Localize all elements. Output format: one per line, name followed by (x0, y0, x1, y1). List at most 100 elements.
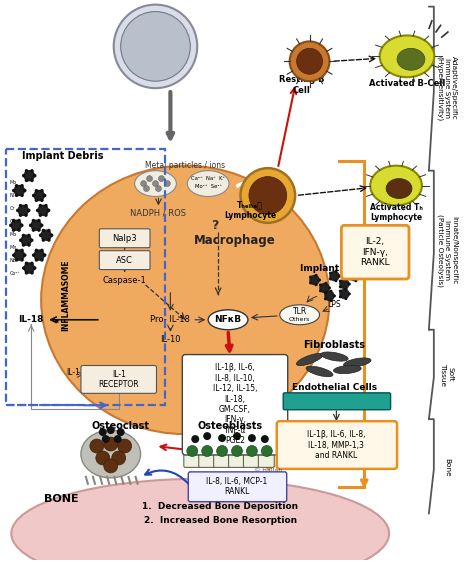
Circle shape (43, 194, 46, 197)
Circle shape (24, 214, 28, 217)
Circle shape (114, 4, 197, 88)
Circle shape (104, 459, 118, 473)
Circle shape (345, 278, 347, 281)
Circle shape (12, 228, 15, 232)
Circle shape (324, 292, 327, 294)
Ellipse shape (344, 358, 371, 367)
Text: Metal particles / ions: Metal particles / ions (145, 161, 225, 170)
Circle shape (32, 219, 35, 223)
Circle shape (339, 289, 349, 299)
Ellipse shape (240, 168, 295, 223)
Circle shape (231, 446, 243, 456)
Text: IL-8, IL-6, MCP-1
RANKL: IL-8, IL-6, MCP-1 RANKL (206, 477, 268, 496)
Ellipse shape (249, 176, 287, 214)
Circle shape (25, 271, 28, 275)
Circle shape (35, 258, 38, 262)
Circle shape (32, 194, 36, 197)
Ellipse shape (321, 352, 348, 361)
Circle shape (47, 209, 50, 212)
Text: TLR: TLR (292, 307, 307, 316)
Circle shape (146, 175, 153, 182)
Circle shape (112, 451, 126, 465)
Ellipse shape (41, 166, 329, 434)
Circle shape (329, 271, 332, 275)
FancyBboxPatch shape (258, 442, 274, 468)
Circle shape (19, 204, 22, 207)
Ellipse shape (334, 365, 361, 374)
Circle shape (14, 185, 25, 196)
Text: Mn: Mn (9, 244, 17, 250)
Circle shape (12, 253, 16, 257)
Text: Nb: Nb (9, 257, 16, 262)
Circle shape (218, 434, 226, 442)
Circle shape (25, 169, 28, 173)
Circle shape (24, 204, 28, 207)
Circle shape (309, 275, 312, 279)
Circle shape (333, 294, 336, 297)
Circle shape (25, 179, 28, 182)
FancyBboxPatch shape (100, 251, 150, 270)
Circle shape (315, 274, 318, 277)
Circle shape (37, 205, 49, 216)
Circle shape (315, 283, 318, 286)
Circle shape (339, 279, 342, 283)
FancyBboxPatch shape (199, 442, 215, 468)
Circle shape (329, 271, 339, 281)
Circle shape (30, 169, 34, 173)
Ellipse shape (380, 35, 434, 77)
Circle shape (50, 233, 54, 237)
Circle shape (15, 193, 18, 197)
Circle shape (27, 234, 31, 237)
Ellipse shape (306, 366, 333, 377)
Circle shape (348, 292, 351, 296)
Circle shape (261, 435, 269, 443)
Text: LPS: LPS (328, 300, 341, 309)
Circle shape (310, 275, 319, 285)
Text: Innate/Nonspecific
Immune System
(Particle Osteolysis): Innate/Nonspecific Immune System (Partic… (437, 214, 457, 287)
Circle shape (39, 233, 43, 237)
Circle shape (339, 279, 349, 289)
Circle shape (38, 204, 42, 207)
Text: Co²⁺: Co²⁺ (9, 270, 20, 275)
Circle shape (27, 209, 30, 212)
Circle shape (261, 446, 272, 456)
Circle shape (14, 250, 25, 261)
Circle shape (338, 275, 341, 278)
Text: IL-1: IL-1 (66, 368, 80, 377)
Text: Mo: Mo (9, 180, 17, 185)
Circle shape (9, 224, 13, 227)
Text: IL-1β, IL-6,
IL-8, IL-10,
IL-12, IL-15,
IL-18,
GM-CSF,
IFN-γ,
TNF-α
PGE2: IL-1β, IL-6, IL-8, IL-10, IL-12, IL-15, … (213, 364, 257, 445)
Circle shape (35, 248, 38, 252)
Circle shape (349, 271, 352, 275)
Circle shape (246, 446, 257, 456)
Circle shape (319, 283, 329, 293)
Circle shape (348, 283, 351, 285)
Circle shape (44, 204, 48, 207)
Circle shape (118, 439, 132, 453)
Circle shape (309, 282, 312, 284)
Circle shape (17, 219, 21, 223)
Circle shape (233, 432, 241, 440)
Circle shape (12, 219, 15, 223)
Circle shape (349, 278, 352, 280)
Circle shape (37, 219, 41, 223)
Circle shape (96, 451, 110, 465)
Text: ◄: ◄ (54, 318, 59, 324)
Circle shape (12, 189, 16, 192)
FancyBboxPatch shape (341, 225, 409, 279)
Circle shape (155, 185, 162, 192)
Circle shape (47, 238, 51, 242)
Circle shape (17, 228, 21, 232)
Ellipse shape (208, 310, 248, 330)
Circle shape (29, 224, 33, 227)
Text: ?: ? (254, 187, 262, 201)
Circle shape (191, 435, 199, 443)
Circle shape (30, 238, 34, 242)
Circle shape (30, 261, 34, 265)
Circle shape (42, 229, 45, 232)
Text: Osteoblasts: Osteoblasts (198, 421, 263, 431)
Circle shape (20, 248, 24, 252)
Circle shape (121, 12, 190, 81)
Circle shape (217, 446, 228, 456)
Text: INFLAMMASOME: INFLAMMASOME (62, 259, 71, 330)
